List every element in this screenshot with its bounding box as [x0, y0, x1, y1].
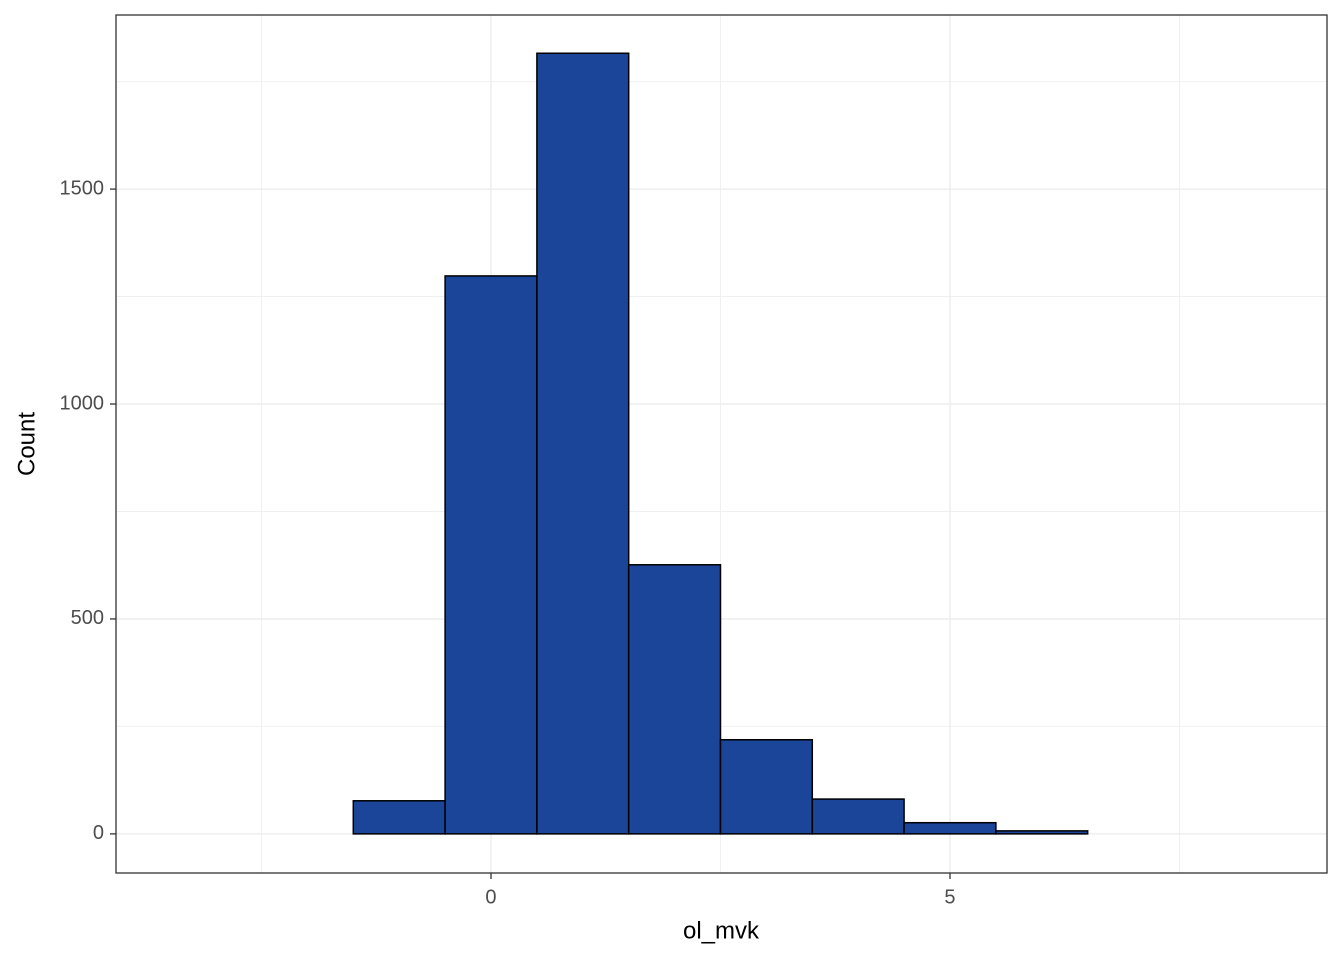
bar — [719, 738, 814, 835]
panel-border — [115, 14, 1328, 874]
bar — [536, 52, 630, 835]
y-tick-label: 1000 — [60, 392, 105, 414]
bar — [444, 275, 538, 835]
bar — [903, 821, 997, 835]
x-tick-label: 0 — [485, 886, 496, 908]
bar — [352, 800, 446, 835]
y-axis-title: Count — [13, 412, 40, 476]
x-tick-label: 5 — [944, 886, 955, 908]
bar — [995, 830, 1089, 835]
bar — [811, 798, 905, 835]
y-tick-label: 1500 — [60, 177, 105, 199]
ticks: 0 5 0 500 1000 1500 — [60, 177, 956, 908]
bar — [627, 564, 722, 835]
y-tick-label: 0 — [93, 822, 104, 844]
bars — [352, 52, 1089, 835]
y-tick-label: 500 — [71, 607, 104, 629]
x-axis-title: ol_mvk — [683, 917, 760, 944]
